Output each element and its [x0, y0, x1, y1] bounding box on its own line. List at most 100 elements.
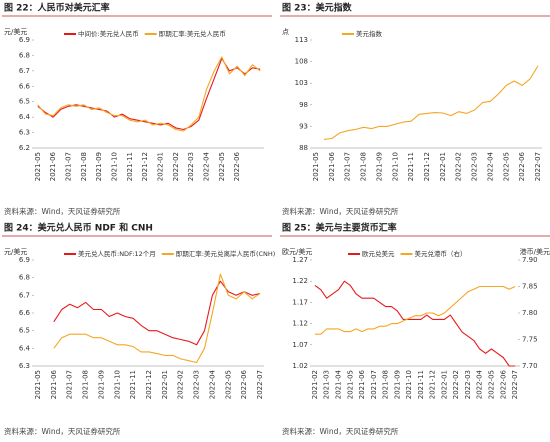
x-tick-label: 2022-05	[224, 370, 232, 399]
y-tick-label: 1.17	[292, 298, 308, 306]
y-axis-label: 元/美元	[4, 247, 27, 256]
x-tick-label: 2021-05	[34, 370, 42, 399]
x-tick-label: 2021-08	[80, 152, 88, 181]
y-axis-label: 元/美元	[4, 27, 27, 36]
legend-label: 欧元兑美元	[362, 249, 395, 258]
legend-label: 中间价:美元兑人民币	[78, 29, 139, 38]
x-tick-label: 2021-09	[393, 370, 401, 399]
source: 资料来源：Wind，天风证券研究所	[4, 426, 121, 436]
x-tick-label: 2022-04	[203, 151, 211, 181]
x-tick-label: 2021-12	[141, 152, 149, 181]
y-tick-label: 6.4	[19, 344, 31, 352]
y2-tick-label: 7.70	[522, 362, 538, 370]
x-tick-label: 2022-02	[172, 152, 180, 181]
y-axis-label: 点	[282, 28, 289, 36]
x-tick-label: 2021-08	[360, 152, 368, 181]
x-tick-label: 2022-03	[193, 370, 201, 399]
y2-tick-label: 7.85	[522, 283, 538, 291]
x-tick-label: 2022-04	[486, 151, 494, 181]
x-tick-label: 2021-09	[375, 152, 383, 181]
legend-label: 美元兑人民币:NDF:12个月	[78, 249, 156, 258]
x-tick-label: 2021-07	[65, 152, 73, 181]
x-tick-label: 2022-06	[518, 151, 526, 181]
x-tick-label: 2022-07	[511, 370, 519, 399]
x-tick-label: 2021-12	[429, 370, 437, 399]
x-tick-label: 2021-09	[97, 370, 105, 399]
x-tick-label: 2021-04	[334, 369, 342, 399]
x-tick-label: 2022-05	[488, 370, 496, 399]
chart-title: 图 23：美元指数	[282, 2, 353, 14]
y2-axis-label: 港币/美元	[520, 247, 550, 256]
x-tick-label: 2022-07	[256, 370, 264, 399]
source: 资料来源：Wind，天风证券研究所	[282, 426, 399, 436]
x-tick-label: 2022-06	[499, 369, 507, 399]
x-tick-label: 2022-01	[161, 370, 169, 399]
y-tick-label: 6.9	[19, 256, 30, 264]
y-tick-label: 6.5	[19, 327, 30, 335]
x-tick-label: 2021-10	[111, 152, 119, 181]
x-tick-label: 2022-05	[218, 152, 226, 181]
x-tick-label: 2021-06	[50, 369, 58, 399]
y-tick-label: 113	[295, 36, 308, 44]
x-tick-label: 2022-02	[455, 152, 463, 181]
series-line	[323, 65, 539, 140]
y-tick-label: 1.07	[292, 341, 308, 349]
x-tick-label: 2021-06	[358, 369, 366, 399]
x-tick-label: 2022-01	[439, 152, 447, 181]
legend-label: 美元兑港币（右）	[415, 249, 467, 258]
x-tick-label: 2021-11	[126, 152, 134, 181]
x-tick-label: 2021-06	[49, 151, 57, 181]
x-tick-label: 2021-06	[328, 151, 336, 181]
chart-title: 图 22：人民币对美元汇率	[4, 2, 110, 14]
y-axis-label: 欧元/美元	[282, 247, 312, 256]
x-tick-label: 2021-11	[407, 152, 415, 181]
series-line	[37, 56, 261, 132]
x-tick-label: 2022-01	[157, 152, 165, 181]
y-tick-label: 1.02	[292, 362, 308, 370]
y-tick-label: 1.22	[292, 277, 308, 285]
chart-title: 图 24：美元兑人民币 NDF 和 CNH	[4, 222, 153, 234]
y-tick-label: 6.4	[19, 113, 31, 121]
x-tick-label: 2021-05	[312, 152, 320, 181]
x-tick-label: 2021-05	[34, 152, 42, 181]
x-tick-label: 2021-07	[370, 370, 378, 399]
legend-label: 即期汇率:美元兑人民币	[159, 29, 226, 38]
x-tick-label: 2022-05	[502, 152, 510, 181]
series-line	[314, 285, 516, 335]
x-tick-label: 2021-07	[344, 152, 352, 181]
y-tick-label: 88	[299, 144, 308, 152]
x-tick-label: 2022-03	[464, 370, 472, 399]
legend-label: 即期汇率:美元兑离岸人民币(CNH)	[176, 249, 276, 258]
legend-label: 美元指数	[356, 29, 383, 38]
y-tick-label: 6.8	[19, 274, 30, 282]
y-tick-label: 6.7	[19, 291, 30, 299]
x-tick-label: 2021-10	[405, 370, 413, 399]
y2-tick-label: 7.75	[522, 336, 538, 344]
source: 资料来源：Wind，天风证券研究所	[4, 206, 121, 216]
x-tick-label: 2022-03	[187, 152, 195, 181]
x-tick-label: 2021-10	[391, 152, 399, 181]
y-tick-label: 108	[295, 58, 308, 66]
series-line	[53, 280, 261, 346]
x-tick-label: 2021-12	[423, 152, 431, 181]
y-tick-label: 6.6	[19, 309, 31, 317]
chart-title: 图 25：美元与主要货币汇率	[282, 222, 397, 234]
series-line	[314, 280, 516, 367]
x-tick-label: 2021-09	[95, 152, 103, 181]
y-tick-label: 1.27	[292, 256, 308, 264]
x-tick-label: 2022-03	[471, 152, 479, 181]
y2-tick-label: 7.80	[522, 309, 538, 317]
x-tick-label: 2022-02	[177, 370, 185, 399]
x-tick-label: 2021-07	[66, 370, 74, 399]
y-tick-label: 6.2	[19, 144, 30, 152]
y-tick-label: 93	[299, 122, 308, 130]
y-tick-label: 6.7	[19, 67, 30, 75]
y2-tick-label: 7.90	[522, 256, 538, 264]
y-tick-label: 6.3	[19, 129, 30, 137]
y-tick-label: 6.3	[19, 362, 30, 370]
x-tick-label: 2022-04	[208, 369, 216, 399]
x-tick-label: 2021-08	[82, 370, 90, 399]
x-tick-label: 2021-03	[323, 370, 331, 399]
y-tick-label: 103	[295, 79, 308, 87]
